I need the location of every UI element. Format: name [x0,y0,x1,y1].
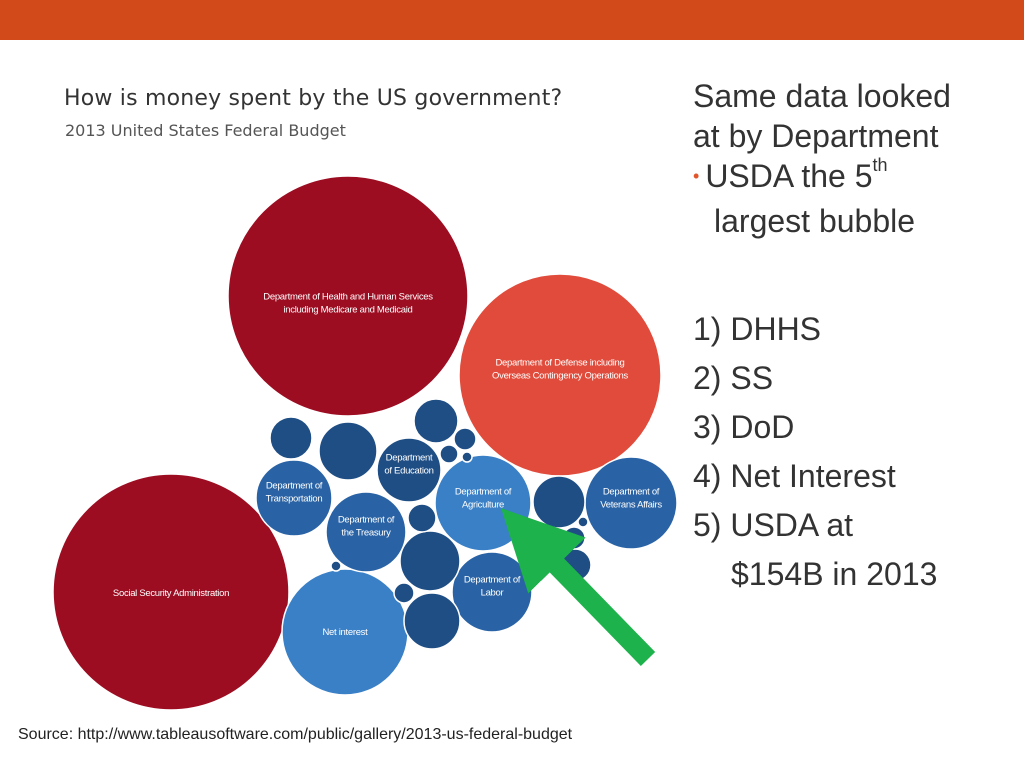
bullet-text: USDA the 5 [705,158,873,194]
bubble-17 [407,503,437,533]
side-heading-line-1: Same data looked [693,78,951,114]
bubble-11 [399,530,461,592]
rank-item-4: 4) Net Interest [693,458,896,494]
bubble-14 [269,416,313,460]
bubble-19 [453,427,477,451]
bubble-1 [52,473,290,711]
bubble-label-5-1: Veterans Affairs [600,500,662,511]
bubble-label-8-1: the Treasury [341,528,391,539]
bubble-label-9-0: Department [386,453,433,464]
bubble-25 [330,560,342,572]
rank-item-3: 3) DoD [693,409,795,445]
bubble-label-1-0: Social Security Administration [113,588,229,599]
bubble-layer [52,175,678,711]
bubble-label-7-0: Department of [266,481,323,492]
bubble-label-4-1: Agriculture [462,500,504,511]
bubble-21 [393,582,415,604]
bubble-8 [325,491,407,573]
top-accent-bar [0,0,1024,40]
bubble-label-9-1: of Education [384,466,433,477]
label-layer: Department of Health and Human Services i… [113,292,663,639]
bullet-dot-icon: • [693,166,700,186]
bubble-13 [403,592,461,650]
side-text: Same data looked at by Department • USDA … [693,76,951,241]
bubble-label-0-1: including Medicare and Medicaid [283,305,412,316]
bubble-label-2-0: Department of Defense including [495,358,624,369]
rank-item-2: 2) SS [693,360,774,396]
chart-title: How is money spent by the US government? [64,86,563,111]
rank-item-5-amount: $154B in 2013 [731,556,938,592]
bubble-20 [439,444,459,464]
bullet-item-line-2: largest bubble [714,203,916,239]
bubble-9 [376,437,442,503]
chart-subtitle: 2013 United States Federal Budget [65,121,346,140]
rank-item-1: 1) DHHS [693,311,822,347]
bubble-10 [318,421,378,481]
bubble-label-7-1: Transportation [266,494,323,505]
bubble-label-3-0: Net interest [323,627,369,638]
bubble-label-6-1: Labor [481,588,504,599]
bubble-18 [562,526,586,550]
bubble-label-5-0: Department of [603,487,660,498]
bubble-chart: Department of Health and Human Services i… [52,175,678,711]
source-citation: Source: http://www.tableausoftware.com/p… [18,726,573,743]
bubble-26 [551,527,561,537]
bubble-label-0-0: Department of Health and Human Services [263,292,433,303]
bullet-superscript: th [872,155,888,176]
rank-item-5: 5) USDA at [693,507,854,543]
bubble-7 [255,459,333,537]
highlight-arrow [501,508,656,666]
bubble-12 [532,475,586,529]
bubble-0 [227,175,469,417]
ranking-list: 1) DHHS 2) SS 3) DoD 4) Net Interest 5) … [693,305,937,599]
bubble-15 [413,398,459,444]
bubble-23 [461,451,473,463]
bubble-label-4-0: Department of [455,487,512,498]
bubble-label-6-0: Department of [464,575,521,586]
side-heading-line-2: at by Department [693,118,939,154]
bubble-22 [521,534,535,548]
bullet-item: • USDA the 5th [693,156,951,201]
bubble-label-8-0: Department of [338,515,395,526]
bubble-24 [577,516,589,528]
bubble-label-2-1: Overseas Contingency Operations [492,371,628,382]
